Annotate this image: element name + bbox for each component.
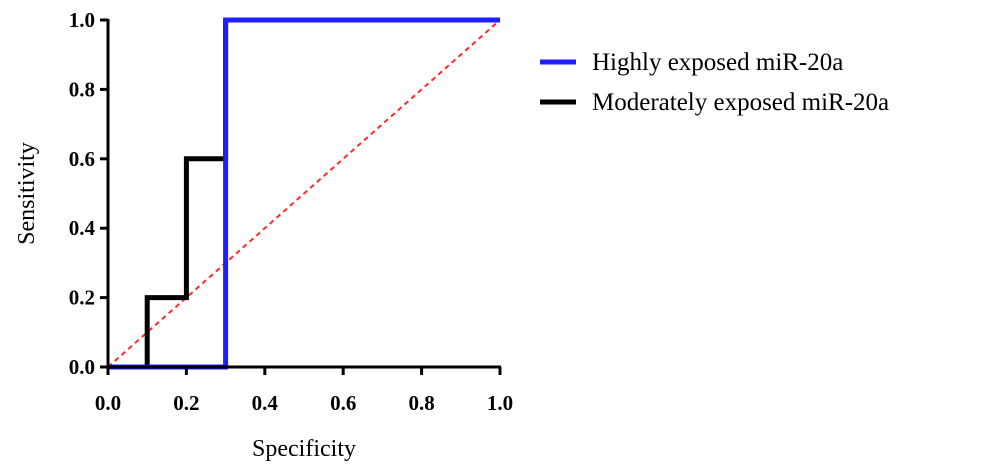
- y-tick-label: 1.0: [69, 8, 95, 32]
- legend-label-1: Highly exposed miR-20a: [592, 49, 843, 76]
- y-tick-label: 0.0: [69, 355, 95, 379]
- y-tick-label: 0.2: [69, 286, 95, 310]
- x-tick-label: 0.6: [330, 391, 356, 415]
- plot-area: [107, 17, 501, 370]
- axes: [100, 18, 502, 375]
- y-axis-title: Sensitivity: [14, 142, 40, 245]
- x-tick-label: 0.4: [252, 391, 279, 415]
- tick-labels: 0.0 0.2 0.4 0.6 0.8 1.0 0.0 0.2 0.4 0.6 0.8 1.0: [69, 8, 513, 415]
- x-tick-label: 0.2: [173, 391, 199, 415]
- y-tick-label: 0.4: [69, 216, 96, 240]
- y-tick-label: 0.6: [69, 147, 95, 171]
- series-line-2: [108, 20, 229, 370]
- x-tick-label: 0.8: [408, 391, 434, 415]
- x-axis-title: Specificity: [252, 436, 356, 462]
- x-tick-label: 0.0: [95, 391, 121, 415]
- legend-label-2: Moderately exposed miR-20a: [592, 89, 889, 116]
- x-tick-label: 1.0: [487, 391, 513, 415]
- y-tick-label: 0.8: [69, 77, 95, 101]
- legend: Highly exposed miR-20a Moderately exposed…: [540, 49, 889, 116]
- reference-diagonal-line: [107, 19, 501, 368]
